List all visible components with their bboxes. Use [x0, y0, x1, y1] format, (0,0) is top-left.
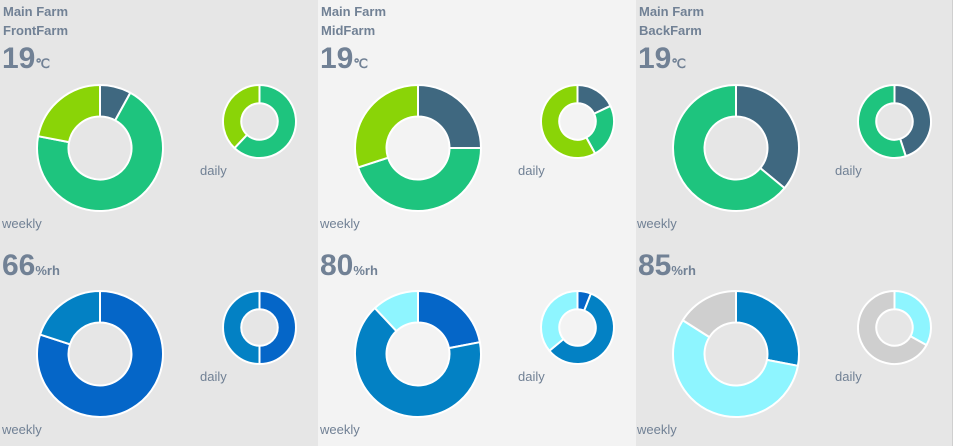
temp-weekly-label: weekly — [2, 216, 42, 231]
temp-weekly-label: weekly — [637, 216, 677, 231]
temp-daily-label: daily — [518, 163, 545, 178]
humidity-reading: 85%rh — [638, 249, 696, 283]
farm-panel-back: Main Farm BackFarm 19℃ daily weekly 85%r… — [636, 0, 953, 446]
donut-slice-0[interactable] — [418, 85, 481, 148]
farm-panel-mid: Main Farm MidFarm 19℃ daily weekly 80%rh… — [318, 0, 636, 446]
temp-daily-label: daily — [200, 163, 227, 178]
donut-slice-0[interactable] — [260, 291, 296, 364]
temp-weekly-label: weekly — [320, 216, 360, 231]
temp-daily-chart[interactable] — [857, 84, 932, 159]
humidity-weekly-label: weekly — [320, 422, 360, 437]
temp-weekly-chart[interactable] — [672, 84, 800, 212]
temperature-value: 19 — [638, 42, 671, 75]
farm-panel-front: Main Farm FrontFarm 19℃ daily weekly 66%… — [0, 0, 318, 446]
donut-slice-1[interactable] — [40, 291, 100, 344]
temperature-unit: ℃ — [35, 56, 50, 71]
donut-slice-0[interactable] — [418, 291, 480, 348]
temperature-reading: 19℃ — [320, 42, 368, 76]
temp-daily-label: daily — [835, 163, 862, 178]
humidity-reading: 66%rh — [2, 249, 60, 283]
humidity-weekly-chart[interactable] — [354, 290, 482, 418]
temp-daily-chart[interactable] — [540, 84, 615, 159]
temperature-unit: ℃ — [671, 56, 686, 71]
humidity-daily-label: daily — [835, 369, 862, 384]
humidity-daily-label: daily — [518, 369, 545, 384]
farm-header: Main Farm MidFarm — [321, 2, 386, 40]
humidity-value: 66 — [2, 249, 35, 282]
humidity-unit: %rh — [671, 263, 696, 278]
humidity-weekly-label: weekly — [2, 422, 42, 437]
humidity-daily-chart[interactable] — [857, 290, 932, 365]
humidity-weekly-label: weekly — [637, 422, 677, 437]
farm-header: Main Farm BackFarm — [639, 2, 704, 40]
temp-weekly-chart[interactable] — [354, 84, 482, 212]
donut-slice-2[interactable] — [355, 85, 418, 167]
humidity-daily-chart[interactable] — [540, 290, 615, 365]
donut-slice-0[interactable] — [736, 85, 799, 188]
humidity-value: 85 — [638, 249, 671, 282]
temperature-unit: ℃ — [353, 56, 368, 71]
farm-header: Main Farm FrontFarm — [3, 2, 68, 40]
temperature-value: 19 — [320, 42, 353, 75]
humidity-unit: %rh — [353, 263, 378, 278]
humidity-reading: 80%rh — [320, 249, 378, 283]
humidity-value: 80 — [320, 249, 353, 282]
temp-daily-chart[interactable] — [222, 84, 297, 159]
donut-slice-0[interactable] — [736, 291, 799, 366]
temperature-value: 19 — [2, 42, 35, 75]
temp-weekly-chart[interactable] — [36, 84, 164, 212]
main-farm-label: Main Farm — [3, 2, 68, 21]
humidity-daily-chart[interactable] — [222, 290, 297, 365]
farm-name: MidFarm — [321, 21, 386, 40]
donut-slice-2[interactable] — [38, 85, 100, 142]
donut-slice-2[interactable] — [541, 291, 578, 351]
farm-name: BackFarm — [639, 21, 704, 40]
main-farm-label: Main Farm — [321, 2, 386, 21]
donut-slice-1[interactable] — [223, 291, 259, 364]
humidity-weekly-chart[interactable] — [672, 290, 800, 418]
farm-name: FrontFarm — [3, 21, 68, 40]
humidity-unit: %rh — [35, 263, 60, 278]
temperature-reading: 19℃ — [2, 42, 50, 76]
main-farm-label: Main Farm — [639, 2, 704, 21]
temperature-reading: 19℃ — [638, 42, 686, 76]
humidity-daily-label: daily — [200, 369, 227, 384]
humidity-weekly-chart[interactable] — [36, 290, 164, 418]
